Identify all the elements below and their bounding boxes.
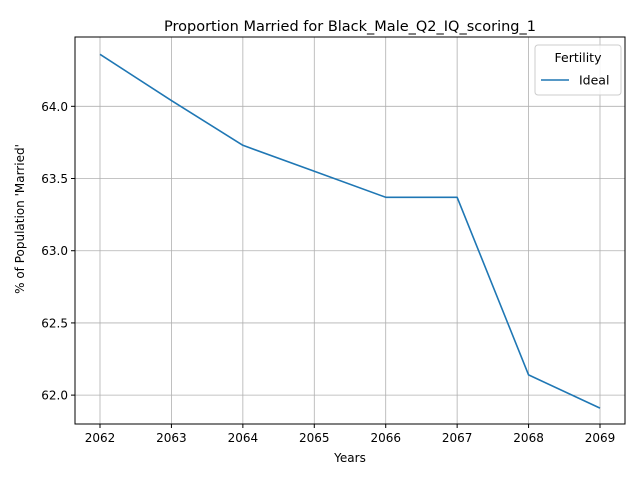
legend-title: Fertility <box>555 50 603 65</box>
x-tick-label: 2069 <box>585 431 616 445</box>
y-tick-label: 63.0 <box>41 244 68 258</box>
x-tick-label: 2067 <box>442 431 473 445</box>
grid-lines <box>75 37 625 424</box>
y-tick-label: 64.0 <box>41 100 68 114</box>
y-tick-label: 62.0 <box>41 389 68 403</box>
x-tick-label: 2064 <box>228 431 259 445</box>
chart-title: Proportion Married for Black_Male_Q2_IQ_… <box>164 19 536 35</box>
y-tick-label: 63.5 <box>41 172 68 186</box>
plot-area-frame <box>74 36 626 425</box>
x-axis-label: Years <box>333 451 366 465</box>
x-tick-label: 2065 <box>299 431 330 445</box>
x-tick-label: 2062 <box>85 431 116 445</box>
legend: Fertility Ideal <box>534 44 622 96</box>
x-tick-label: 2068 <box>513 431 544 445</box>
axis-ticks: 2062 2063 2064 2065 2066 2067 2068 2069 62.0 62.5… <box>41 100 615 445</box>
y-tick-label: 62.5 <box>41 316 68 330</box>
x-tick-label: 2066 <box>370 431 401 445</box>
series-line-ideal <box>99 53 601 409</box>
series-layer <box>99 53 601 409</box>
x-tick-label: 2063 <box>156 431 187 445</box>
legend-box <box>534 44 622 96</box>
legend-entry-ideal: Ideal <box>579 73 609 88</box>
y-axis-label: % of Population 'Married' <box>13 144 27 294</box>
